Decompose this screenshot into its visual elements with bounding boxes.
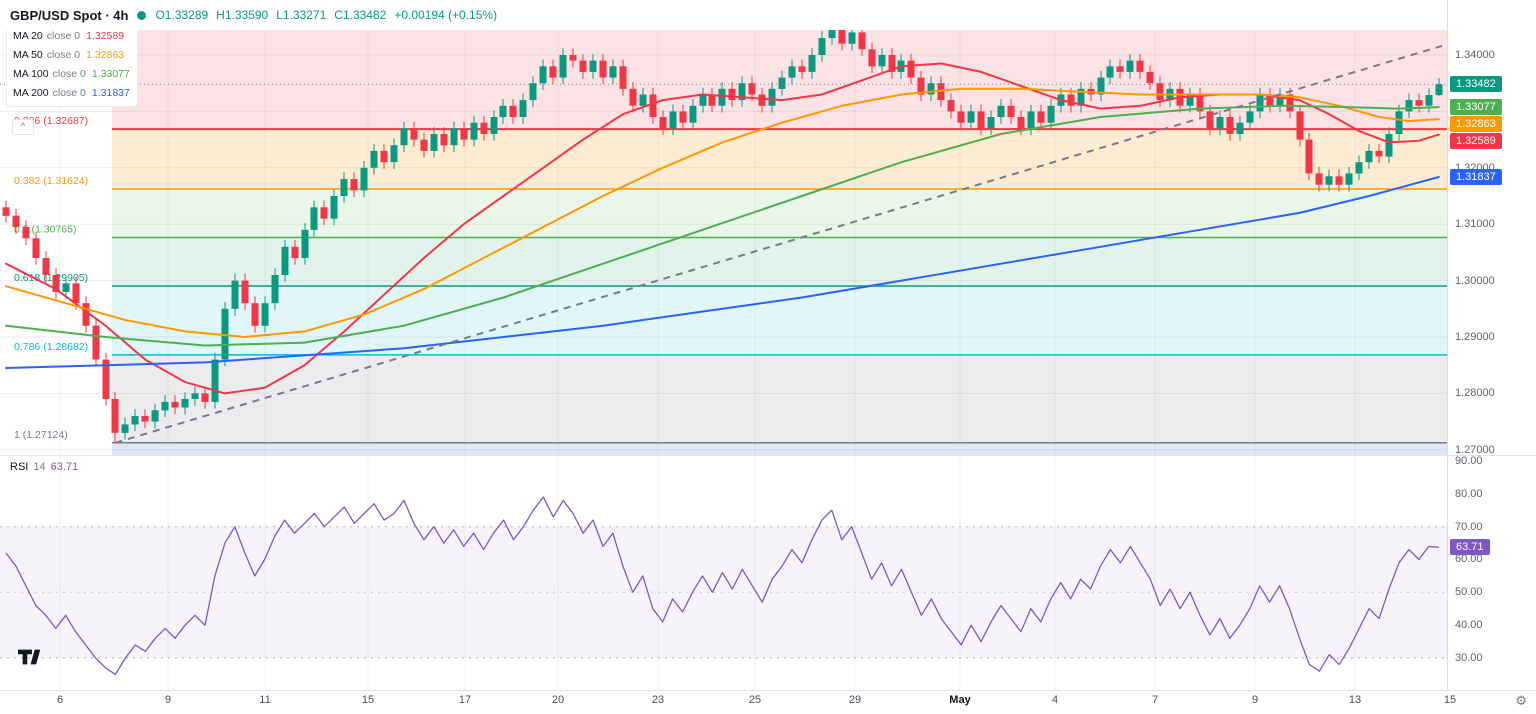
rsi-title: RSI [10,461,29,473]
ma-value: 1.32863 [86,49,125,61]
time-axis-label: 6 [56,694,64,706]
market-status-icon [137,10,147,20]
collapse-legend-button[interactable]: ^ [12,119,34,135]
ma-params: close 0 [46,30,81,42]
time-axis-label: 17 [458,694,472,706]
ma-title: MA 50 [13,49,43,61]
time-axis-label: 29 [848,694,862,706]
settings-gear-icon[interactable]: ⚙ [1515,693,1527,708]
rsi-current-value: 63.71 [50,461,79,473]
price-badge: 1.31837 [1450,169,1502,185]
time-axis-label: 15 [1443,694,1457,706]
axis-label: 60.00 [1455,553,1483,565]
ma-title: MA 200 [13,87,49,99]
ma-legend-row[interactable]: MA 50 close 0 1.32863 [13,46,130,65]
price-badge: 1.32589 [1450,133,1502,149]
ma-legend-row[interactable]: MA 20 close 0 1.32589 [13,27,130,46]
ma-title: MA 100 [13,68,49,80]
time-axis-label: 7 [1151,694,1159,706]
time-axis-label: 9 [164,694,172,706]
fib-band [112,237,1447,286]
ohlc-value: O1.33289 [155,8,209,22]
chart-header: GBP/USD Spot · 4h O1.33289 H1.33590 L1.332… [0,0,1447,30]
ma-title: MA 20 [13,30,43,42]
ohlc-legend: O1.33289 H1.33590 L1.33271 C1.33482 +0.00194… [155,8,497,22]
ma-line-ma200[interactable] [5,176,1440,369]
price-badge: 1.33077 [1450,99,1502,115]
time-axis-label: 25 [748,694,762,706]
axis-label: 1.30000 [1455,275,1495,287]
ma-line-ma50[interactable] [5,87,1440,338]
fib-level-label: 0.618 (1.29905) [14,272,88,284]
rsi-legend[interactable]: RSI 14 63.71 [10,461,78,473]
axis-label: 1.28000 [1455,387,1495,399]
rsi-period: 14 [33,461,46,473]
axis-label: 50.00 [1455,586,1483,598]
price-badge: 1.33482 [1450,76,1502,92]
time-axis-label: 20 [551,694,565,706]
ma-legend-row[interactable]: MA 100 close 0 1.33077 [13,65,130,84]
axis-label: 1.27000 [1455,444,1495,456]
price-scale[interactable]: 1.340001.330001.320001.310001.300001.290… [1447,0,1536,714]
axis-label: 70.00 [1455,521,1483,533]
ma-params: close 0 [52,87,86,99]
fib-level-label: 1 (1.27124) [14,429,68,441]
ma-line-ma100[interactable] [5,104,1440,347]
rsi-panel[interactable] [0,455,1447,690]
axis-label: 30.00 [1455,652,1483,664]
time-axis-label: 11 [259,694,271,706]
price-chart-canvas: 0.236 (1.32687)0.382 (1.31624)0.5 (1.307… [0,30,1447,455]
fib-level-label: 0.5 (1.30765) [14,224,76,236]
time-axis-label: 9 [1251,694,1259,706]
rsi-line[interactable] [5,496,1439,676]
symbol-title[interactable]: GBP/USD Spot · 4h [10,7,129,23]
fib-band [112,354,1447,443]
ohlc-value: H1.33590 [216,8,269,22]
rsi-canvas [0,455,1447,690]
time-axis-label: 15 [361,694,375,706]
ma-value: 1.31837 [91,87,130,99]
ma-params: close 0 [52,68,86,80]
price-badge: 1.32863 [1450,116,1502,132]
ohlc-value: C1.33482 [334,8,387,22]
time-axis-separator [0,690,1536,691]
ohlc-value: L1.33271 [276,8,327,22]
fib-level-label: 0.382 (1.31624) [14,175,88,187]
time-axis-label: 13 [1348,694,1362,706]
axis-label: 1.31000 [1455,218,1495,230]
ma-params: close 0 [46,49,81,61]
tradingview-logo[interactable] [18,649,44,665]
ma-value: 1.32589 [86,30,125,42]
ma-legend-row[interactable]: MA 200 close 0 1.31837 [13,84,130,103]
fib-band [112,442,1447,455]
time-axis-label: May [949,694,971,706]
axis-label: 40.00 [1455,619,1483,631]
ma-value: 1.33077 [91,68,130,80]
fib-level-label: 0.786 (1.28682) [14,341,88,353]
chevron-up-icon: ^ [20,121,26,131]
axis-label: 80.00 [1455,488,1483,500]
panel-separator[interactable] [0,455,1536,456]
time-axis-label: 4 [1051,694,1059,706]
time-axis-label: 23 [651,694,665,706]
fib-band [112,129,1447,190]
time-axis[interactable]: ⚙ 6 9 11 15 17 20 23 25 29 May 4 7 9 13 15 [0,690,1536,714]
price-change: +0.00194 (+0.15%) [394,8,498,22]
price-badge: 63.71 [1450,539,1490,555]
axis-label: 90.00 [1455,455,1483,467]
fib-band [112,286,1447,355]
axis-label: 1.29000 [1455,331,1495,343]
main-chart-panel[interactable]: 0.236 (1.32687) 0.382 (1.31624) 0.5 (1.307… [0,30,1447,455]
axis-label: 1.34000 [1455,49,1495,61]
ma-indicators-legend: MA 20 close 0 1.32589 MA 50 close 0 1.32863 MA… [6,24,138,107]
